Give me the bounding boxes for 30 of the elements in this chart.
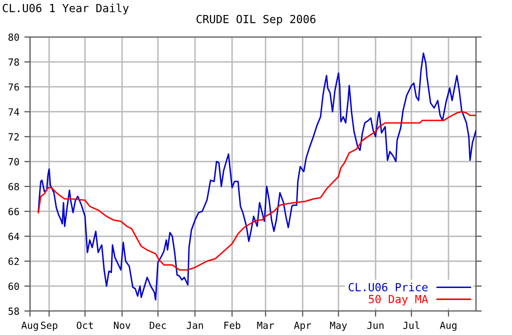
x-tick-label: Sep (41, 322, 58, 331)
y-tick-label: 68 (8, 182, 19, 190)
x-tick-label: Oct (76, 322, 93, 329)
y-tick-label: 64 (8, 232, 20, 240)
y-tick-label: 70 (8, 158, 19, 166)
line-series (38, 111, 476, 271)
x-tick-label: Jan (186, 322, 203, 329)
y-tick-label: 58 (8, 308, 19, 315)
y-tick-label: 60 (8, 282, 19, 290)
legend-label: 50 Day MA (368, 294, 428, 306)
y-tick-label: 80 (8, 34, 19, 41)
y-tick-label: 66 (8, 208, 19, 216)
x-tick-label: Feb (224, 321, 240, 329)
x-tick-label: Jun (367, 322, 384, 329)
y-tick-label: 78 (8, 58, 19, 66)
y-tick-label: 72 (8, 133, 19, 140)
x-tick-label: Dec (150, 322, 166, 329)
y-tick-label: 74 (8, 108, 20, 116)
y-tick-label: 62 (8, 258, 19, 266)
x-tick-label: Aug (440, 322, 456, 331)
x-tick-label: Apr (294, 322, 312, 331)
x-tick-label: May (330, 322, 347, 331)
legend-label: CL.U06 Price (348, 282, 428, 292)
chart-title: CRUDE OIL Sep 2006 (196, 14, 316, 26)
x-tick-label: Nov (114, 322, 130, 329)
chart-subtitle: CL.U06 1 Year Daily (2, 4, 129, 14)
x-tick-label: Jul (403, 321, 420, 329)
x-tick-label: Mar (257, 322, 274, 329)
y-tick-label: 76 (8, 83, 19, 91)
x-tick-label: Aug (21, 322, 38, 331)
